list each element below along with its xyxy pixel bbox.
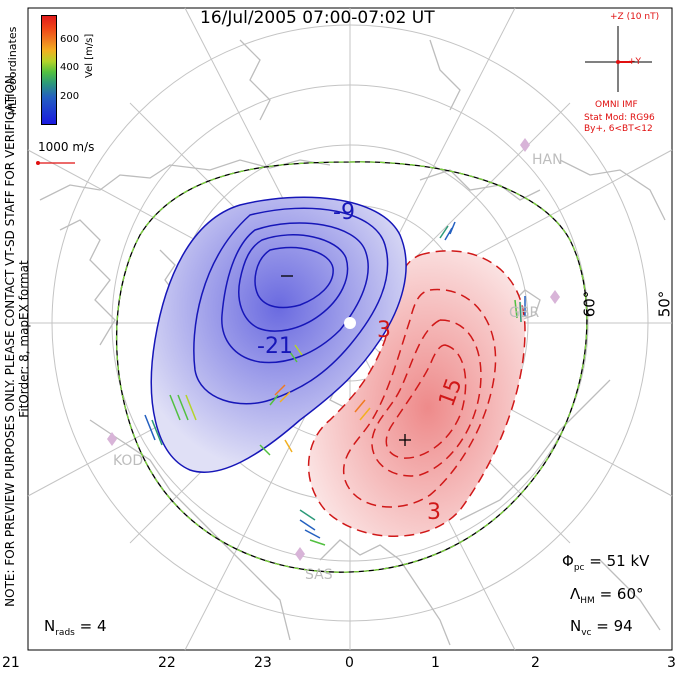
- radar-count: Nrads = 4: [44, 617, 107, 638]
- scale-vector-label: 1000 m/s: [38, 140, 95, 154]
- lambda-symbol: Λ: [570, 585, 581, 603]
- heppner-maynard-boundary: [115, 161, 588, 573]
- vector-count: Nvc = 94: [570, 617, 633, 638]
- velocity-colorbar: [41, 15, 57, 125]
- contour-label-neg9: -9: [333, 200, 355, 225]
- scale-vector: [36, 161, 75, 165]
- nrads-symbol: N: [44, 617, 56, 635]
- colorbar-label: Vel [m/s]: [84, 33, 95, 78]
- imf-clock-dial: [585, 26, 652, 92]
- phi-symbol: Φ: [562, 552, 574, 570]
- pole-marker: [344, 317, 356, 329]
- contour-label-pos3-bottom: 3: [427, 500, 441, 525]
- colorbar-tick-200: 200: [60, 91, 80, 102]
- imf-y-label: +Y: [628, 57, 642, 67]
- phi-sub: pc: [573, 563, 585, 573]
- mlt-tick-1: 1: [431, 655, 440, 671]
- lat-label-60: 60°: [580, 290, 599, 318]
- map-title: 16/Jul/2005 07:00-07:02 UT: [200, 8, 435, 28]
- contour-label-pos3-top: 3: [377, 318, 391, 343]
- mlt-tick-21: 21: [2, 655, 20, 671]
- mlt-tick-0: 0: [345, 655, 354, 671]
- station-markers: [107, 138, 560, 561]
- negative-potential-cell: [150, 196, 407, 473]
- station-gbr: GBR: [509, 305, 540, 321]
- phi-value: = 51 kV: [589, 552, 650, 570]
- imf-z-label: +Z (10 nT): [610, 12, 660, 22]
- station-sas: SAS: [305, 567, 333, 583]
- lat-label-50: 50°: [655, 290, 674, 318]
- velocity-vectors: [144, 221, 526, 546]
- contour-label-neg21: -21: [257, 334, 293, 359]
- mlt-tick-22: 22: [158, 655, 176, 671]
- polar-cap-potential: Φpc = 51 kV: [562, 552, 649, 573]
- hm-boundary-latitude: ΛHM = 60°: [570, 585, 644, 606]
- mlt-tick-2: 2: [531, 655, 540, 671]
- lambda-sub: HM: [580, 596, 595, 606]
- colorbar-tick-400: 400: [60, 62, 80, 73]
- mlt-tick-3: 3: [667, 655, 676, 671]
- nvc-symbol: N: [570, 617, 582, 635]
- coord-system-label: MLT coordinates: [6, 26, 19, 116]
- colorbar-tick-600: 600: [60, 34, 80, 45]
- station-kod: KOD: [113, 453, 144, 469]
- imf-source: OMNI IMF: [595, 100, 638, 110]
- nvc-sub: vc: [581, 628, 592, 638]
- nrads-sub: rads: [55, 628, 75, 638]
- mlt-tick-23: 23: [254, 655, 272, 671]
- nrads-value: = 4: [79, 617, 107, 635]
- station-han: HAN: [532, 152, 563, 168]
- positive-potential-cell: [307, 250, 526, 537]
- coastlines: [39, 39, 666, 646]
- fit-order-line: FitOrder: 8, mapEX format: [17, 260, 31, 418]
- nvc-value: = 94: [596, 617, 633, 635]
- imf-condition: By+, 6<BT<12: [584, 124, 653, 134]
- stat-model: Stat Mod: RG96: [584, 113, 655, 123]
- lambda-value: = 60°: [599, 585, 644, 603]
